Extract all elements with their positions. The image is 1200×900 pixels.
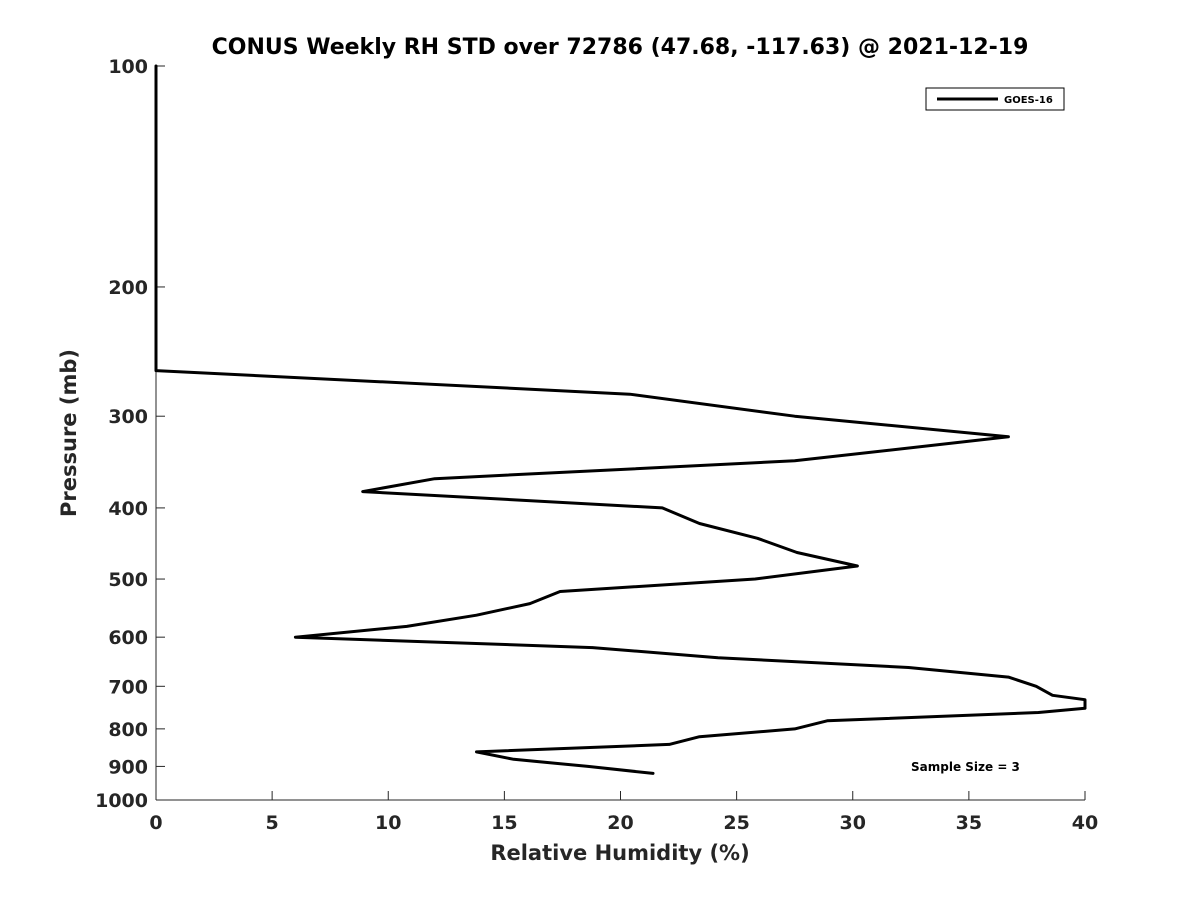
data-point (856, 564, 859, 568)
data-point (1035, 685, 1038, 688)
y-tick-label: 900 (108, 756, 148, 778)
x-tick-label: 15 (491, 812, 517, 834)
data-point (1037, 711, 1040, 714)
y-tick-label: 600 (108, 627, 148, 649)
data-point (754, 577, 757, 581)
y-tick-label: 500 (108, 569, 148, 591)
data-point (512, 758, 515, 761)
y-tick-label: 700 (108, 676, 148, 698)
legend-label-goes-16: GOES-16 (1004, 95, 1053, 106)
data-point (154, 64, 158, 68)
data-point (907, 666, 910, 669)
data-point (1051, 694, 1054, 697)
data-point (154, 285, 158, 289)
data-point (528, 602, 532, 605)
y-tick-label: 200 (108, 277, 148, 299)
data-point (826, 719, 829, 722)
sample-size-annotation: Sample Size = 3 (911, 760, 1020, 774)
legend: GOES-16 (925, 87, 1065, 111)
data-point (1083, 707, 1087, 710)
x-tick-label: 20 (607, 812, 633, 834)
data-point (591, 646, 594, 649)
x-tick-label: 0 (149, 812, 162, 834)
x-tick-label: 30 (840, 812, 866, 834)
y-tick-label: 300 (108, 406, 148, 428)
data-point (405, 625, 408, 628)
x-tick-label: 35 (956, 812, 982, 834)
data-point (1007, 435, 1010, 438)
data-point (558, 590, 562, 593)
y-tick-label: 800 (108, 719, 148, 741)
x-axis-label: Relative Humidity (%) (490, 841, 749, 865)
data-point (793, 415, 796, 418)
data-point (154, 369, 158, 372)
plot-area: 0 5 10 15 20 25 30 35 40 100 200 300 400 500 600 700 800… (95, 56, 1098, 834)
data-point (361, 490, 364, 493)
data-point (756, 537, 759, 540)
data-point (793, 727, 796, 731)
data-point (716, 656, 720, 659)
x-tick-label: 5 (266, 812, 279, 834)
y-tick-label: 400 (108, 498, 148, 520)
data-point (433, 477, 436, 480)
data-point (475, 614, 478, 617)
chart-title: CONUS Weekly RH STD over 72786 (47.68, -… (212, 35, 1029, 60)
data-point (651, 772, 655, 775)
data-point (294, 636, 297, 639)
x-tick-label: 25 (723, 812, 749, 834)
data-point (1083, 698, 1087, 701)
x-tick-label: 40 (1072, 812, 1098, 834)
data-point (586, 765, 590, 768)
y-tick-label: 1000 (95, 790, 148, 812)
data-point (698, 522, 701, 525)
data-point (661, 506, 664, 510)
data-point (628, 393, 631, 396)
y-axis-label: Pressure (mb) (57, 349, 81, 517)
y-tick-label: 100 (108, 56, 148, 78)
data-point (1007, 675, 1010, 679)
data-point (668, 743, 671, 746)
data-point (698, 735, 701, 738)
data-point (795, 551, 799, 554)
x-tick-label: 10 (375, 812, 401, 834)
data-point (475, 750, 478, 754)
data-point (793, 459, 796, 462)
